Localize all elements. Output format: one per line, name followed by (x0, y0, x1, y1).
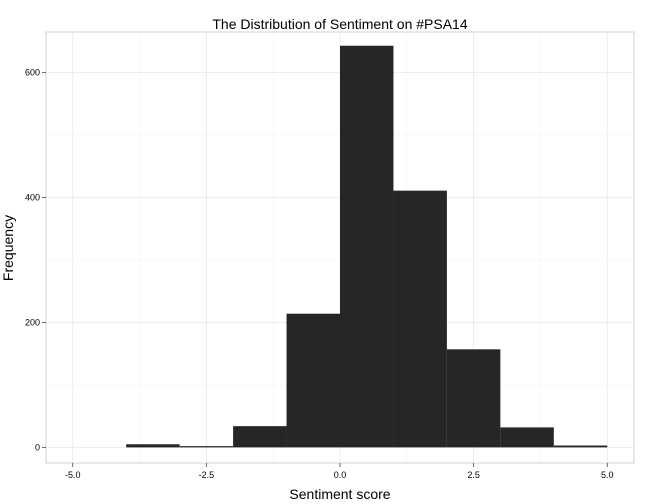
chart-title: The Distribution of Sentiment on #PSA14 (212, 16, 467, 32)
x-tick-label: -2.5 (199, 470, 215, 480)
x-tick-label: -5.0 (65, 470, 81, 480)
x-tick-label: 2.5 (467, 470, 480, 480)
histogram-bar (500, 427, 554, 448)
histogram-bar (126, 444, 180, 448)
histogram-bar (446, 349, 501, 448)
histogram-bar (286, 313, 340, 448)
histogram-bar (340, 45, 394, 448)
histogram-bar (553, 445, 608, 448)
y-tick-label: 400 (25, 193, 40, 203)
x-axis: -5.0 -2.5 0.0 2.5 5.0 (65, 463, 614, 480)
x-tick-label: 0.0 (334, 470, 347, 480)
histogram-bar (233, 426, 287, 448)
y-tick-label: 600 (25, 68, 40, 78)
y-axis-label: Frequency (0, 215, 16, 281)
histogram-bar (179, 446, 234, 448)
bars-group (126, 45, 608, 448)
histogram-bar (393, 190, 447, 448)
y-tick-label: 0 (35, 442, 40, 452)
y-axis: 0 200 400 600 (25, 68, 46, 452)
x-axis-label: Sentiment score (289, 486, 390, 502)
y-tick-label: 200 (25, 317, 40, 327)
x-tick-label: 5.0 (601, 470, 614, 480)
